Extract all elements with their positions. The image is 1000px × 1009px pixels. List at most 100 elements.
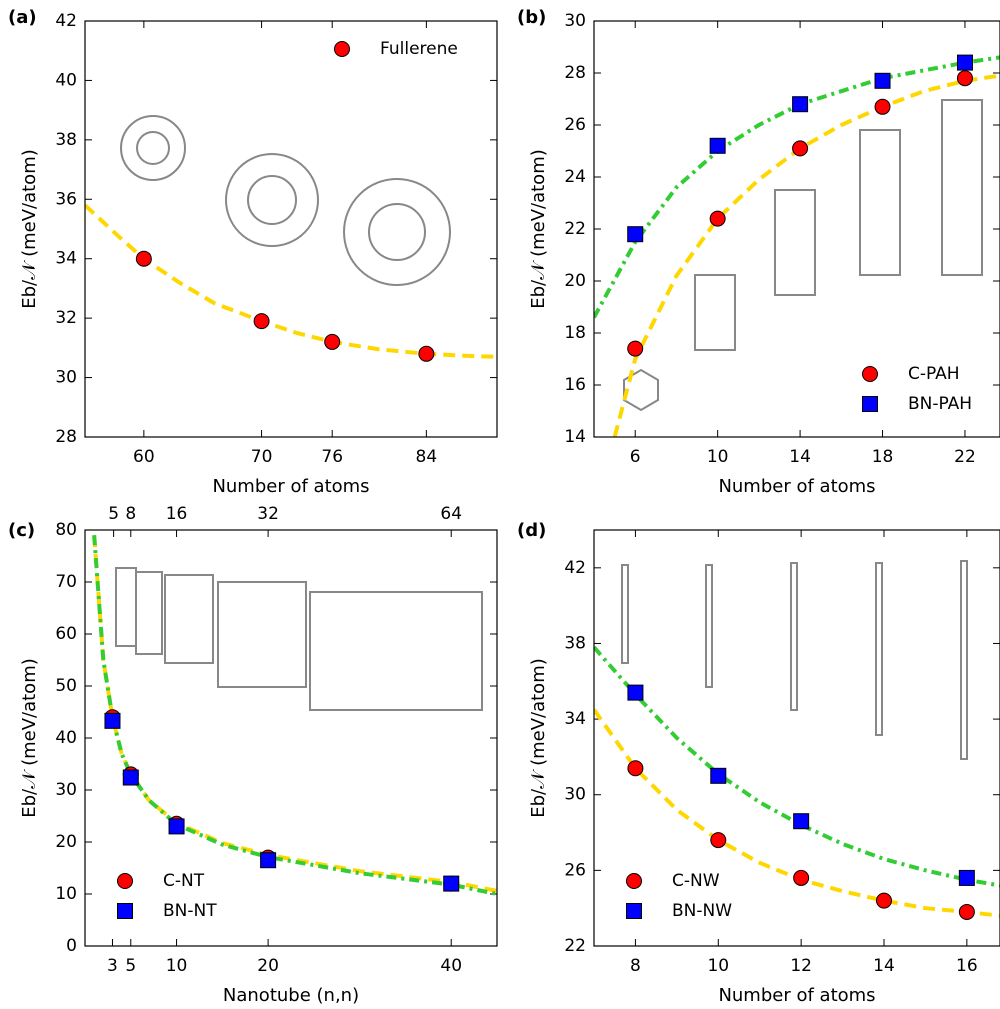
data-point [874, 98, 891, 115]
plot-area [85, 203, 497, 359]
y-tick-label: 40 [55, 728, 77, 748]
nanowire [875, 562, 883, 736]
legend-label: C-NW [672, 871, 720, 891]
nanowire [705, 564, 713, 688]
axes-frame [593, 529, 1000, 947]
panel-label: (a) [8, 7, 37, 28]
y-axis-label: Eb/𝒩 (meV/atom) [19, 658, 40, 818]
y-tick-label: 30 [55, 368, 77, 388]
nanotube [135, 571, 163, 655]
x-tick-label: 3 [107, 956, 118, 976]
data-point [122, 769, 139, 786]
nanotube [217, 581, 307, 688]
axes-frame [593, 20, 1000, 438]
structure-illustrations [115, 99, 983, 760]
y-tick-label: 28 [55, 427, 77, 447]
y-tick-label: 14 [564, 427, 586, 447]
y-tick-label: 34 [55, 249, 77, 269]
legend-marker [862, 366, 878, 382]
x-tick-label: 20 [257, 956, 279, 976]
fit-line [85, 203, 497, 359]
x-tick-label: 18 [872, 447, 894, 467]
y-axis-label: Eb/𝒩 (meV/atom) [528, 149, 549, 309]
fit-line [594, 708, 1000, 918]
fullerene-c60 [120, 115, 186, 181]
y-tick-label: 18 [564, 323, 586, 343]
y-tick-label: 38 [564, 633, 586, 653]
y-tick-label: 30 [55, 780, 77, 800]
legend-label: Fullerene [380, 39, 458, 59]
pah-molecule [774, 189, 816, 296]
y-tick-label: 28 [564, 63, 586, 83]
x-tick-label: 6 [630, 447, 641, 467]
panel-label: (d) [517, 520, 546, 541]
data-point [876, 892, 892, 909]
legend-marker [117, 903, 133, 919]
y-tick-label: 20 [55, 832, 77, 852]
x-axis-label: Number of atoms [718, 476, 875, 497]
x-axis-label: Number of atoms [718, 985, 875, 1006]
y-tick-label: 16 [564, 375, 586, 395]
data-point [627, 760, 644, 777]
y-tick-label: 20 [564, 271, 586, 291]
x-tick-label: 5 [125, 956, 136, 976]
x-tick-label: 10 [166, 956, 188, 976]
data-point [710, 832, 727, 849]
legend-marker [626, 873, 642, 889]
legend-marker [862, 396, 878, 412]
data-point [956, 70, 973, 87]
legend-label: C-PAH [908, 364, 960, 384]
y-tick-label: 36 [55, 189, 77, 209]
legend-marker [626, 903, 642, 919]
data-point [135, 250, 152, 267]
fullerene-c70 [247, 175, 297, 225]
y-tick-label: 26 [564, 115, 586, 135]
data-point [260, 852, 277, 869]
y-tick-label: 22 [564, 936, 586, 956]
x-tick-label: 8 [630, 956, 641, 976]
y-tick-label: 40 [55, 70, 77, 90]
y-tick-label: 70 [55, 572, 77, 592]
y-tick-label: 30 [564, 11, 586, 31]
y-tick-label: 42 [564, 558, 586, 578]
x-tick-label: 16 [956, 956, 978, 976]
nanowire [960, 560, 968, 760]
pah-molecule [941, 99, 983, 276]
y-tick-label: 34 [564, 709, 586, 729]
y-tick-label: 42 [55, 11, 77, 31]
data-point [168, 818, 185, 835]
data-point [324, 333, 341, 350]
y-tick-label: 38 [55, 130, 77, 150]
data-point [874, 72, 891, 89]
x-tick-label: 14 [873, 956, 895, 976]
data-point [627, 226, 644, 243]
data-point [104, 712, 121, 729]
x-tick-label: 10 [707, 447, 729, 467]
data-point [958, 903, 975, 920]
x-tick-label: 10 [707, 956, 729, 976]
data-point [709, 210, 726, 227]
y-tick-label: 60 [55, 624, 77, 644]
data-point [956, 54, 973, 71]
plot-area [92, 535, 497, 896]
nanowire [621, 564, 629, 664]
x2-tick-label: 64 [440, 504, 462, 524]
x-tick-label: 84 [416, 447, 438, 467]
y-tick-label: 80 [55, 520, 77, 540]
y-axis-label: Eb/𝒩 (meV/atom) [19, 149, 40, 309]
y-tick-label: 10 [55, 884, 77, 904]
y-tick-label: 50 [55, 676, 77, 696]
data-point [710, 767, 727, 784]
pah-molecule [694, 274, 736, 351]
nanotube [115, 567, 137, 647]
fit-line [92, 535, 497, 893]
legend-label: C-NT [163, 871, 205, 891]
nanotube [309, 591, 483, 711]
data-point [793, 869, 810, 886]
data-point [253, 313, 270, 330]
data-point [792, 96, 809, 113]
x-axis-label: Number of atoms [212, 476, 369, 497]
legend-label: BN-NW [672, 901, 732, 921]
data-point [792, 140, 809, 157]
